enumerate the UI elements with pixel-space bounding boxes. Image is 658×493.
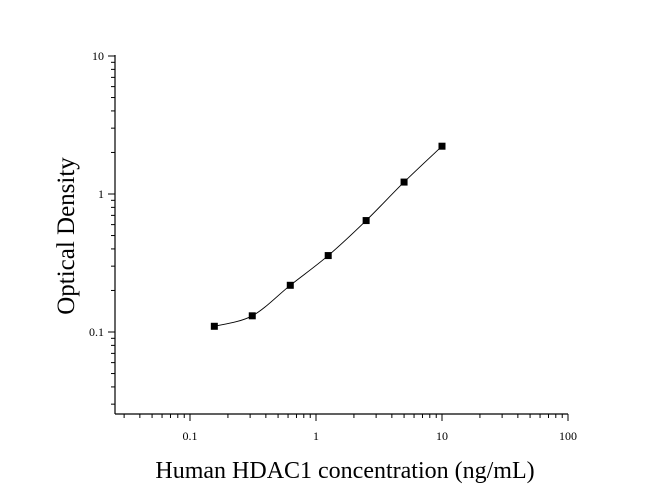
x-tick-label: 0.1 [183, 429, 198, 443]
y-axis-ticks: 0.1 1 10 [89, 49, 115, 405]
y-tick-label: 10 [92, 49, 104, 63]
x-tick-label: 10 [436, 429, 448, 443]
data-point [248, 312, 256, 320]
data-point [210, 322, 218, 330]
axes: 0.1 1 10 100 0.1 1 10 [89, 49, 577, 443]
x-tick-label: 1 [313, 429, 319, 443]
fit-curve [214, 145, 443, 327]
y-axis-title: Optical Density [53, 157, 80, 315]
data-point [400, 178, 408, 186]
y-tick-label: 0.1 [89, 325, 104, 339]
data-point [438, 142, 446, 150]
y-tick-label: 1 [98, 187, 104, 201]
data-point [324, 252, 332, 260]
x-axis-ticks: 0.1 1 10 100 [123, 414, 577, 443]
data-point [362, 217, 370, 225]
data-points [210, 142, 446, 330]
x-tick-label: 100 [559, 429, 577, 443]
data-point [286, 281, 294, 289]
x-axis-title: Human HDAC1 concentration (ng/mL) [155, 458, 534, 484]
